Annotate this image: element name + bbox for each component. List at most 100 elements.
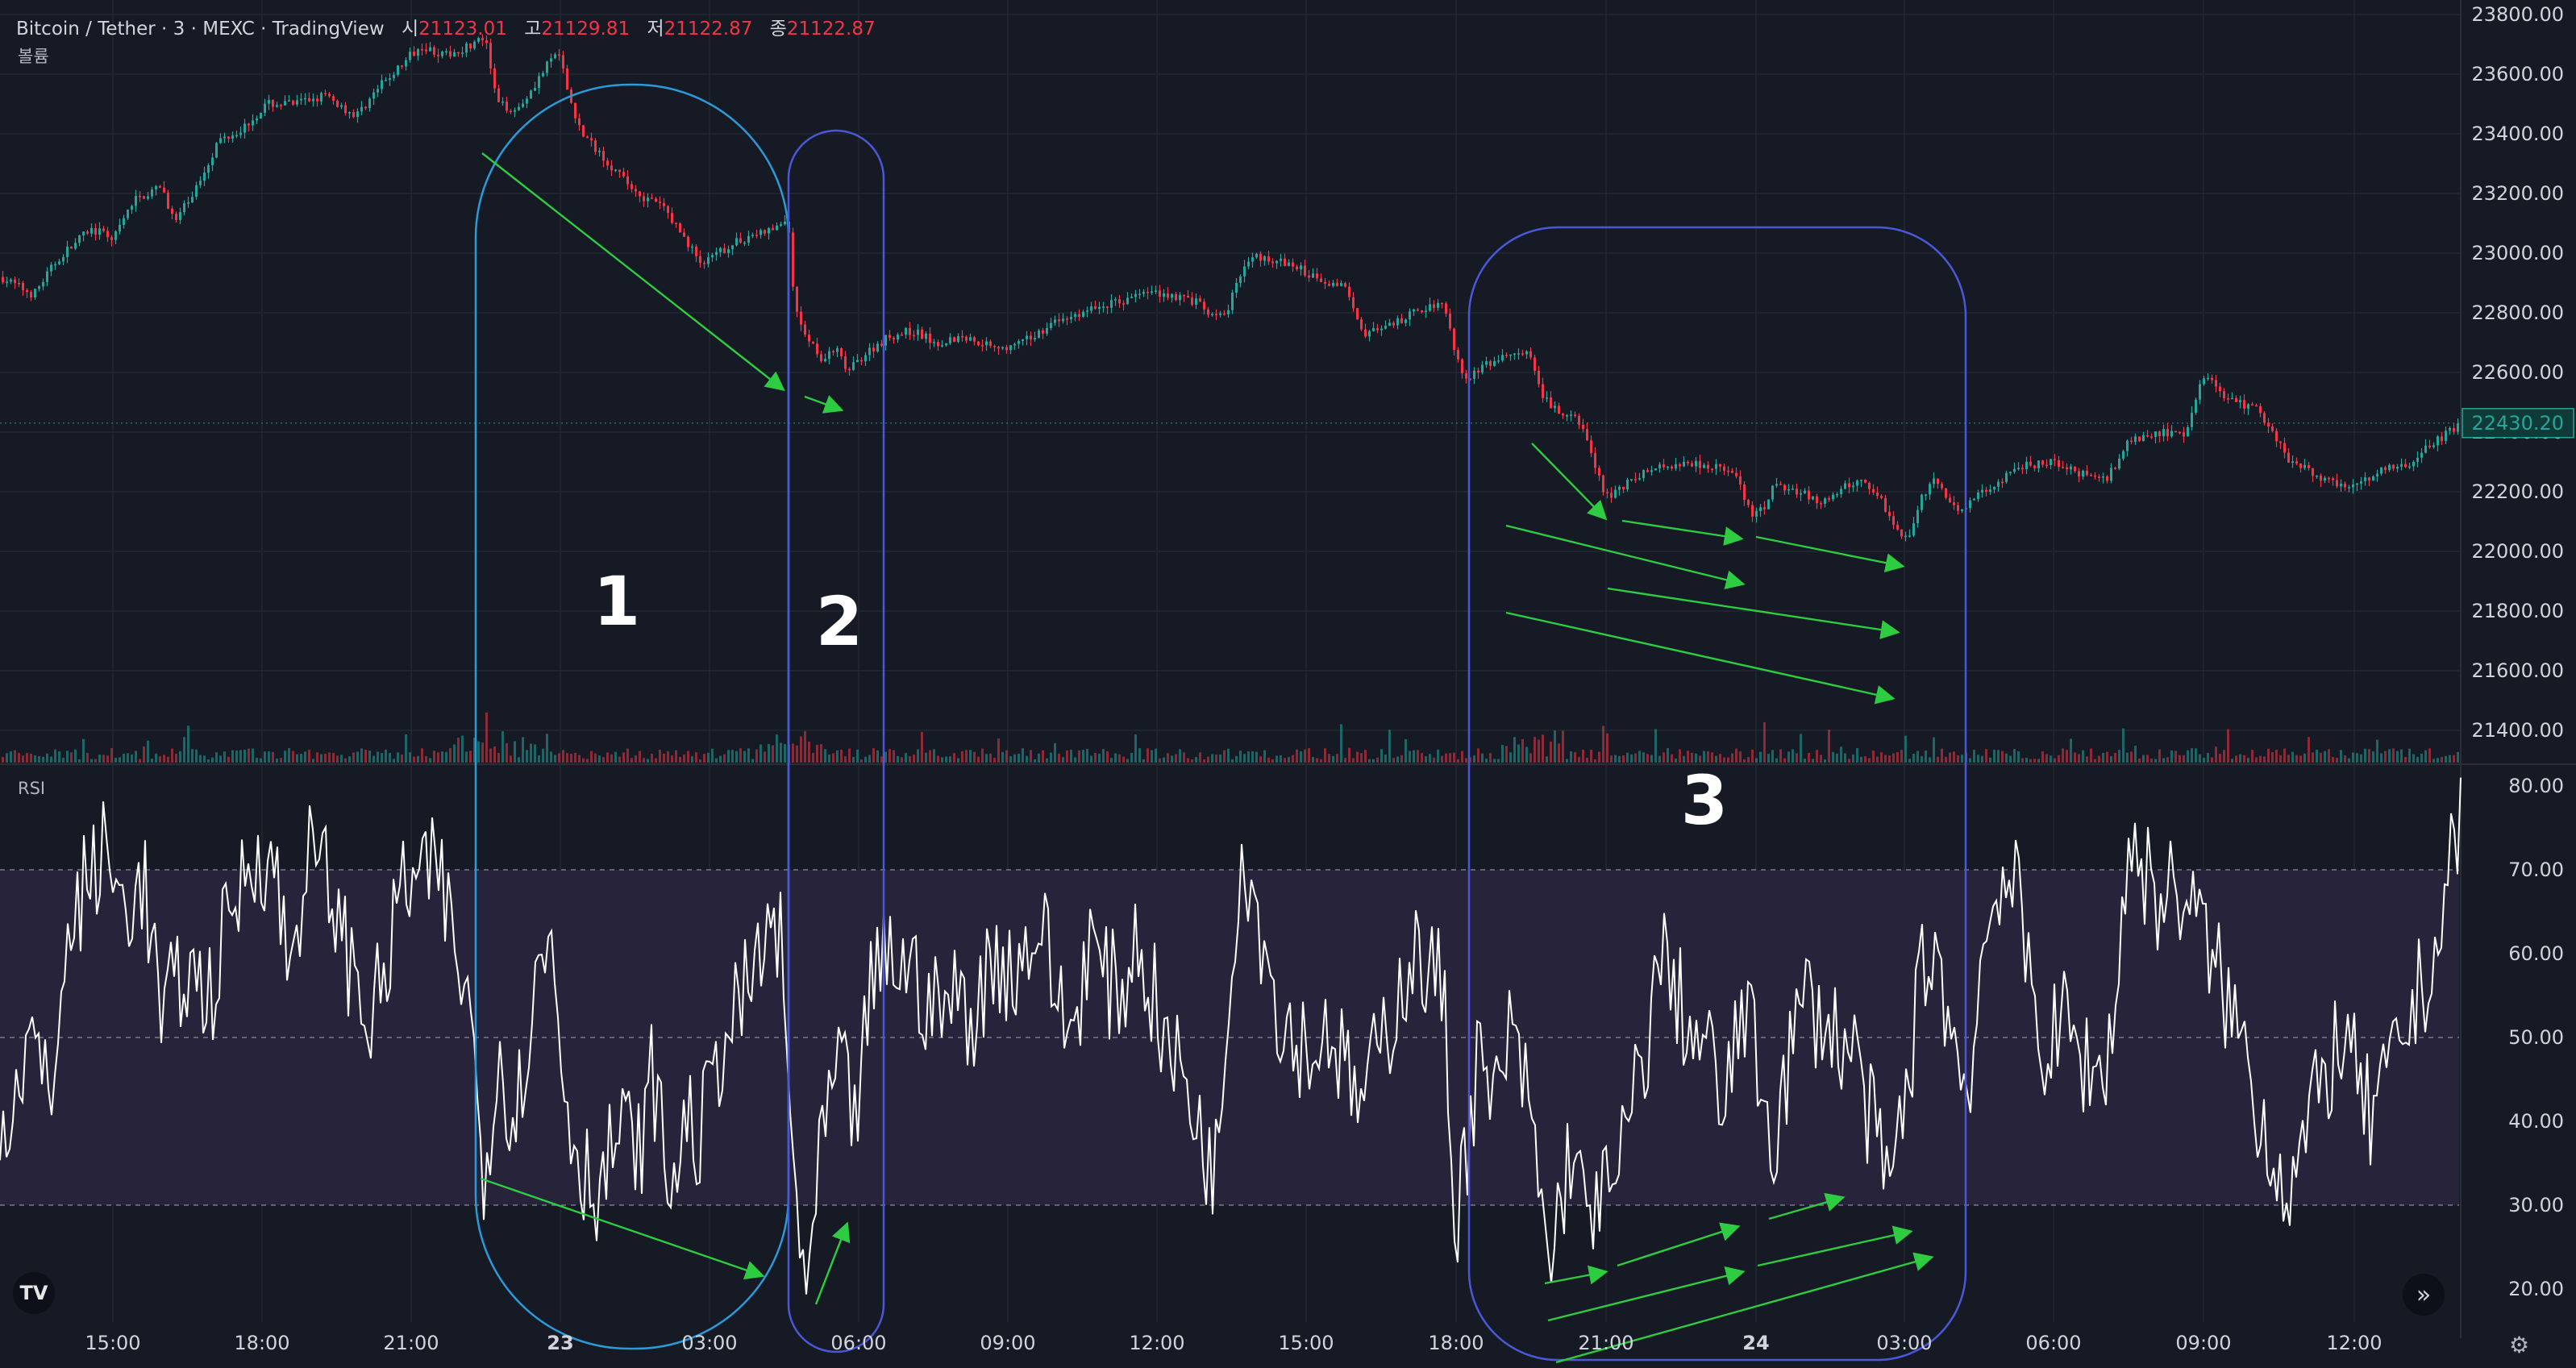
volume-bar [1634,753,1637,763]
candle-body [2263,413,2266,423]
candle-body [1671,466,1673,469]
volume-bar [534,744,536,763]
volume-bar [2328,749,2330,763]
candle-body [1630,479,1633,480]
price-tick-label: 22800.00 [2471,301,2564,324]
candle-body [1961,509,1963,511]
candle-body [663,202,665,206]
trend-arrow [1607,587,1900,640]
candle-body [614,169,617,171]
symbol-title[interactable]: Bitcoin / Tether · 3 · MEXC · TradingVie… [16,19,385,40]
volume-bar [751,759,754,763]
tradingview-logo-icon[interactable]: TV [13,1272,55,1314]
volume-bar [719,755,722,763]
candle-body [2299,463,2302,468]
rsi-label[interactable]: RSI [18,779,46,798]
volume-bar [1558,743,1560,763]
candle-body [715,252,718,256]
candle-body [1308,275,1310,278]
trend-arrow [1768,1192,1846,1220]
volume-bar [1663,752,1665,763]
candle-body [1727,470,1729,472]
candle-body [1038,331,1040,339]
volume-bar [119,757,121,763]
candle-body [997,347,1000,349]
candle-body [860,360,863,362]
candle-body [2001,481,2004,484]
candle-body [937,342,939,347]
candle-body [1505,355,1508,356]
candle-body [1735,472,1737,476]
candle-body [727,249,730,253]
volume-bar [66,751,69,763]
volume-bar [1654,729,1657,763]
candle-body [2332,478,2334,480]
volume-bar [1602,726,1604,763]
candle-body [2058,459,2060,468]
candle-body [949,337,951,343]
volume-bar [1513,737,1516,763]
volume-bar [2283,748,2286,763]
volume-bar [1574,752,1576,763]
candle-body [1151,291,1153,293]
volume-bar [2275,750,2278,763]
rsi-tick-label: 20.00 [2508,1278,2564,1300]
volume-bar [324,754,327,763]
volume-bar [667,751,669,763]
price-axis[interactable]: 23800.00 23600.00 23400.00 23200.00 23000.00… [2462,3,2574,1300]
volume-bar [711,748,714,763]
volume-bar [2215,746,2217,763]
candle-body [473,41,476,49]
candle-body [1602,475,1604,493]
candle-body [1820,503,1822,505]
candle-body [183,203,185,213]
volume-bar [2174,751,2177,763]
volume-bar [1151,750,1153,763]
gear-icon[interactable]: ⚙ [2509,1332,2530,1358]
candle-body [1900,529,1903,537]
candle-body [1215,314,1217,316]
candle-body [1796,489,1798,495]
candle-body [1259,253,1262,261]
region-2-outline [787,129,885,1353]
volume-bar [497,752,500,763]
volume-bar [2445,755,2447,763]
candle-body [2025,461,2028,469]
candle-body [1787,489,1790,491]
candle-body [687,236,689,247]
volume-bar [1074,757,1076,763]
candle-body [1469,378,1471,380]
volume-bar [348,756,351,763]
volume-bar [1888,755,1891,763]
volume-bar [449,748,452,763]
volume-label[interactable]: 볼륨 [18,47,49,66]
candle-body [973,337,976,342]
candle-body [1090,306,1092,311]
candle-body [893,337,895,340]
candle-body [62,256,65,262]
candle-body [372,92,375,99]
double-chevron-right-icon[interactable]: » [2403,1274,2445,1316]
candle-body [2146,435,2149,437]
candle-body [655,198,657,202]
candle-body [880,343,883,346]
candle-body [1521,353,1524,355]
candle-body [1973,498,1975,501]
time-axis[interactable]: 15:00 18:00 21:00 23 03:00 06:00 09:00 12:00 15:… [85,1332,2382,1354]
candle-body [1941,484,1943,489]
candle-body [2154,431,2157,438]
candle-body [1775,484,1778,486]
candle-body [1336,282,1338,286]
candle-body [1586,429,1588,441]
candle-body [2158,431,2161,437]
volume-bar [1981,755,1983,763]
candle-body [566,68,568,90]
candle-body [2380,467,2382,474]
volume-bar [1130,752,1133,763]
current-price-badge [2462,408,2574,439]
candle-body [1626,480,1629,489]
candle-body [1183,294,1185,297]
volume-bar [2303,753,2306,763]
volume-bar [433,751,435,763]
